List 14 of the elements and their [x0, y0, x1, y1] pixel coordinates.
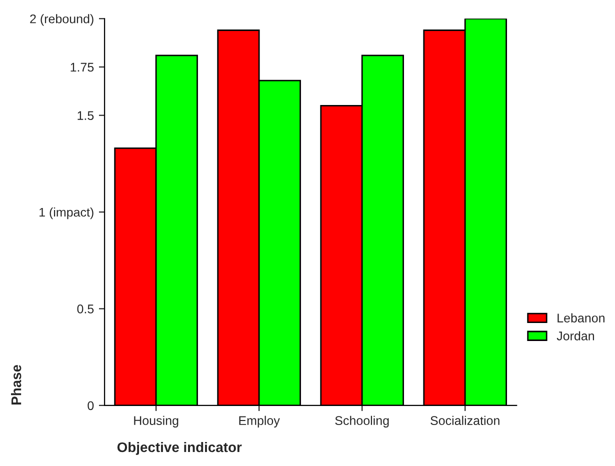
legend-label: Lebanon — [558, 313, 604, 322]
y-tick-label: 1.5 — [78, 111, 94, 120]
y-tick-label: 0 — [88, 401, 94, 410]
x-tick-label: Housing — [134, 416, 178, 428]
y-tick-label: 2 (rebound) — [30, 14, 94, 26]
x-tick-label: Employ — [239, 416, 280, 428]
y-tick-label: 1 (impact) — [40, 208, 94, 220]
x-axis-title: Objective indicator — [117, 442, 242, 455]
legend-label: Jordan — [556, 331, 594, 340]
y-axis-title: Phase — [11, 364, 22, 404]
x-tick-label: Schooling — [335, 416, 389, 428]
y-tick-label: 1.75 — [70, 62, 94, 72]
y-tick-label: 0.5 — [77, 304, 94, 314]
x-tick-label: Socialization — [430, 416, 500, 426]
